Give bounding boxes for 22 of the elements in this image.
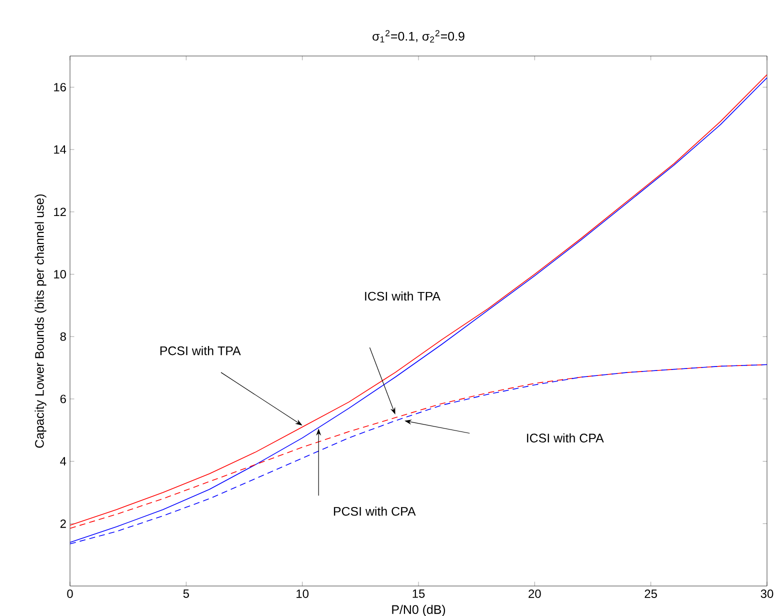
y-tick-label: 4 <box>60 457 66 466</box>
annotation: ICSI with TPA <box>365 291 441 301</box>
y-axis-title: Capacity Lower Bounds (bits per channel use) <box>34 194 46 448</box>
y-tick-label: 14 <box>54 145 66 154</box>
y-tick-label: 16 <box>54 82 66 92</box>
x-tick-label: 20 <box>528 590 541 598</box>
annotation: PCSI with CPA <box>334 506 416 516</box>
x-tick-label: 5 <box>183 590 189 598</box>
y-tick-label: 8 <box>60 332 66 341</box>
chart-title: σ$_{1}$$^{2}$=0.1, σ$_{2}$$^{2}$=0.9 <box>372 30 464 42</box>
y-tick-label: 10 <box>54 270 66 278</box>
y-tick-label: 6 <box>60 394 66 404</box>
annotation: ICSI with CPA <box>527 433 604 442</box>
x-tick-label: 15 <box>412 590 425 598</box>
x-tick-label: 30 <box>760 590 774 598</box>
x-axis-title: P/N0 (dB) <box>392 604 446 616</box>
y-tick-label: 12 <box>54 208 66 216</box>
x-tick-label: 10 <box>296 590 309 598</box>
x-tick-label: 0 <box>67 590 73 598</box>
x-tick-label: 25 <box>644 590 657 598</box>
annotation: PCSI with TPA <box>160 346 241 356</box>
y-tick-label: 2 <box>60 519 66 528</box>
